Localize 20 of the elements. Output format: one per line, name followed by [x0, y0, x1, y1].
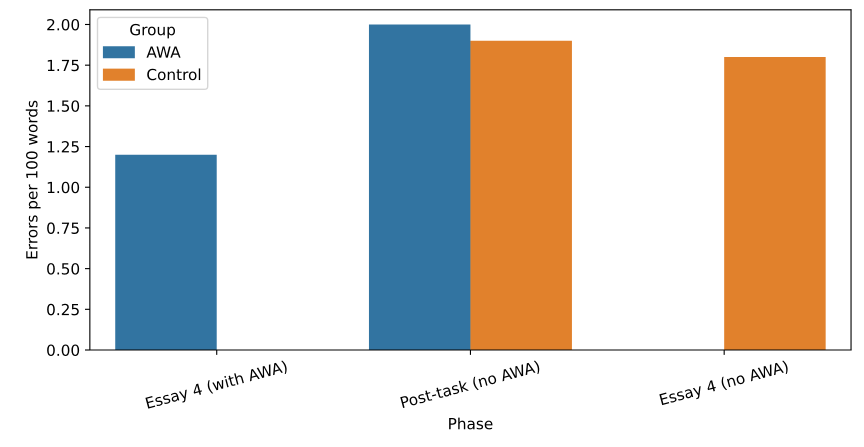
y-tick-label: 2.00	[47, 18, 80, 31]
y-tick-label: 0.25	[47, 304, 79, 316]
x-axis-title: Phase	[449, 418, 492, 430]
bar	[724, 57, 826, 350]
legend-title: Group	[130, 24, 176, 38]
y-tick-label: 1.50	[48, 100, 80, 112]
legend-label: Control	[147, 68, 200, 80]
y-tick-label: 0.50	[47, 263, 80, 275]
legend-label: AWA	[146, 46, 181, 58]
y-tick-label: 0.75	[47, 222, 79, 234]
y-tick-label: 0.00	[47, 344, 80, 356]
y-tick-label: 1.75	[48, 60, 79, 72]
y-axis-title: Errors per 100 words	[26, 100, 41, 258]
bar	[368, 24, 470, 350]
y-tick-label: 1.00	[48, 182, 80, 194]
x-tick-label: Essay 4 (with AWA)	[145, 360, 288, 412]
y-tick-label: 1.25	[48, 141, 79, 153]
x-tick-label: Essay 4 (no AWA)	[659, 360, 790, 408]
bar	[470, 40, 572, 350]
bar	[115, 154, 217, 350]
